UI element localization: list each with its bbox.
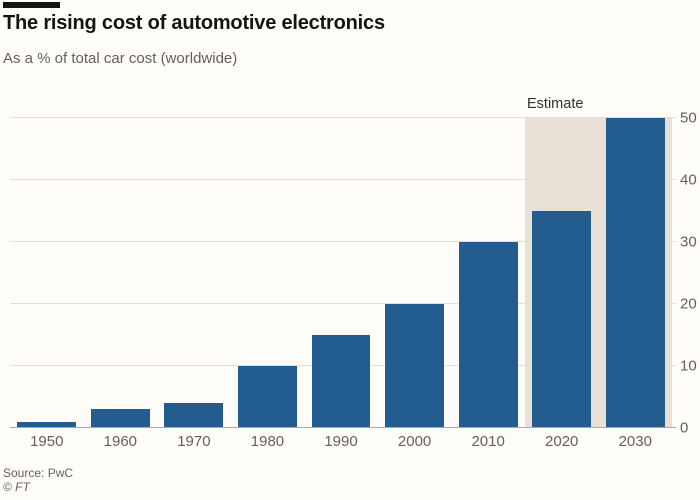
- bar-slot-1950: [10, 118, 84, 428]
- x-tick-label-1970: 1970: [177, 433, 211, 450]
- bar-slot-1980: [231, 118, 305, 428]
- bars-layer: [10, 118, 672, 428]
- gridline-50: [10, 117, 676, 118]
- bar-slot-1960: [84, 118, 158, 428]
- bar-2010: [458, 242, 518, 428]
- gridline-20: [10, 303, 676, 304]
- y-tick-label-0: 0: [680, 419, 689, 437]
- x-tick-label-2020: 2020: [545, 433, 579, 450]
- bar-1950: [17, 421, 77, 428]
- y-tick-label-10: 10: [680, 357, 697, 375]
- bar-2000: [385, 304, 445, 428]
- x-tick-label-1960: 1960: [103, 433, 138, 450]
- x-axis-labels: 1950 1960 1970 1980 1990 2000 2010 2020 2030: [10, 433, 672, 450]
- bar-slot-2000: [378, 118, 452, 428]
- bar-1990: [311, 335, 371, 428]
- x-tick-label-2030: 2030: [618, 433, 652, 450]
- bar-chart-plot-area: 0 10 20 30 40 50: [10, 110, 697, 437]
- bar-1980: [238, 366, 297, 428]
- x-tick-label-2010: 2010: [471, 433, 505, 450]
- ft-top-rule: [3, 2, 60, 8]
- source-note: Source: PwC: [3, 466, 74, 480]
- y-tick-label-20: 20: [680, 295, 697, 313]
- bar-slot-2010: [451, 118, 525, 428]
- bar-slot-1990: [304, 118, 378, 428]
- chart-footer: Source: PwC © FT: [3, 466, 73, 494]
- y-tick-label-40: 40: [680, 171, 697, 189]
- bar-slot-1970: [157, 118, 231, 428]
- chart-subtitle: As a % of total car cost (worldwide): [3, 50, 238, 67]
- bar-2020: [532, 211, 592, 428]
- x-tick-label-1950: 1950: [30, 433, 64, 450]
- x-tick-label-1980: 1980: [250, 433, 285, 450]
- y-tick-label-50: 50: [680, 109, 697, 127]
- estimate-annotation-label: Estimate: [527, 96, 584, 112]
- y-tick-label-30: 30: [680, 233, 697, 251]
- bar-1960: [90, 409, 150, 428]
- x-axis-baseline: [10, 427, 676, 428]
- gridline-30: [10, 241, 676, 242]
- ft-copyright: © FT: [3, 480, 30, 494]
- bar-slot-2030: [599, 118, 673, 428]
- x-tick-label-1990: 1990: [324, 433, 358, 450]
- gridline-40: [10, 179, 676, 180]
- chart-title: The rising cost of automotive electronic…: [3, 12, 385, 34]
- bar-slot-2020: [525, 118, 599, 428]
- bar-1970: [164, 403, 224, 428]
- x-tick-label-2000: 2000: [397, 433, 432, 450]
- bar-2030: [605, 118, 665, 428]
